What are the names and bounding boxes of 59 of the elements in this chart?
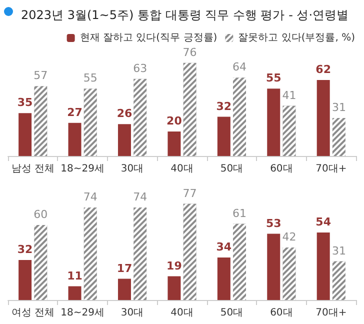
data-label: 74 <box>83 190 98 204</box>
legend-label: 현재 잘하고 있다(직무 긍정률) <box>80 32 218 44</box>
x-tick-label: 60대 <box>270 308 293 318</box>
bar <box>316 232 330 300</box>
data-label: 77 <box>182 186 197 200</box>
data-label: 76 <box>182 46 197 59</box>
bar <box>68 286 82 300</box>
x-tick-label: 30대 <box>120 308 144 318</box>
bar <box>217 116 230 156</box>
bar <box>68 122 82 156</box>
data-label: 63 <box>133 62 148 75</box>
data-label: 32 <box>216 100 232 113</box>
bar <box>316 80 330 156</box>
x-tick-label: 60대 <box>270 164 293 174</box>
bar <box>168 276 181 300</box>
data-label: 41 <box>282 88 296 102</box>
data-label: 11 <box>67 269 82 282</box>
x-tick-label: 18~29세 <box>60 164 104 174</box>
data-label: 54 <box>316 216 332 228</box>
chart-title: 2023년 3월(1~5주) 통합 대통령 직무 수행 평가 - 성·연령별 <box>21 8 349 22</box>
x-tick-label: 여성 전체 <box>11 308 54 318</box>
data-label: 32 <box>17 243 33 256</box>
bar <box>267 234 280 300</box>
data-label: 61 <box>232 206 247 220</box>
bar <box>267 88 280 156</box>
data-label: 64 <box>232 60 247 74</box>
x-tick-label: 남성 전체 <box>11 164 54 174</box>
x-tick-label: 50대 <box>220 308 244 318</box>
data-label: 34 <box>216 240 232 254</box>
data-label: 26 <box>116 107 132 120</box>
x-tick-label: 40대 <box>170 164 194 174</box>
data-label: 53 <box>266 216 282 230</box>
x-tick-label: 18~29세 <box>60 308 104 318</box>
data-label: 55 <box>83 72 98 85</box>
x-tick-label: 40대 <box>170 308 194 318</box>
bar <box>168 132 181 156</box>
bar <box>217 258 230 300</box>
x-tick-label: 50대 <box>220 164 244 174</box>
bar <box>18 260 32 300</box>
data-label: 27 <box>67 106 82 119</box>
data-label: 31 <box>332 101 346 114</box>
bar <box>118 278 131 300</box>
x-tick-label: 70대+ <box>316 164 347 174</box>
data-label: 42 <box>282 230 296 244</box>
bar <box>18 113 32 156</box>
data-label: 57 <box>34 69 48 82</box>
data-label: 19 <box>166 259 182 272</box>
x-tick-label: 30대 <box>120 164 144 174</box>
x-tick-label: 70대+ <box>316 308 347 318</box>
data-label: 60 <box>34 208 48 221</box>
data-label: 74 <box>133 190 148 204</box>
data-label: 31 <box>332 244 346 258</box>
data-label: 20 <box>166 114 182 128</box>
data-label: 62 <box>316 63 331 76</box>
data-label: 55 <box>266 72 282 85</box>
data-label: 35 <box>17 96 33 110</box>
legend-label: 잘못하고 있다(부정률, %) <box>238 32 356 44</box>
data-label: 17 <box>116 262 132 275</box>
bar <box>118 124 131 156</box>
